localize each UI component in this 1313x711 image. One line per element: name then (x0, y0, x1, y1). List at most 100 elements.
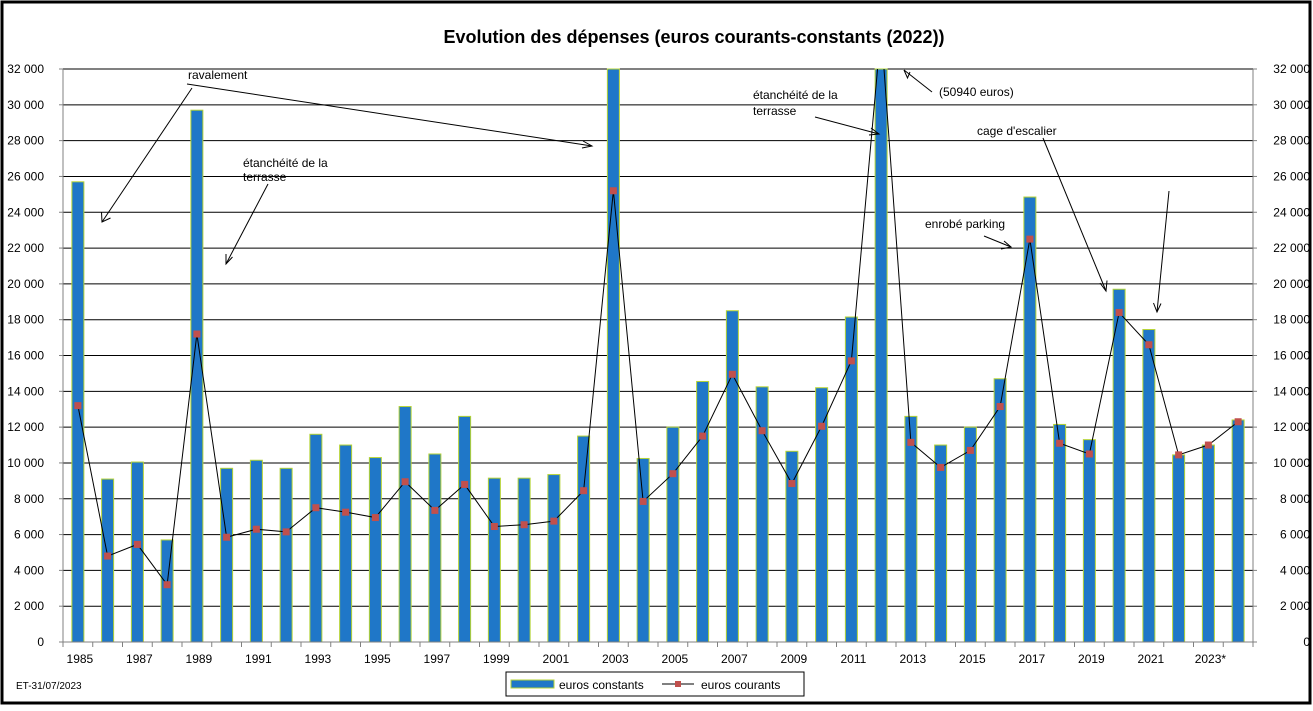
x-tick-label: 1997 (424, 652, 451, 666)
y-tick-label-right: 10 000 (1273, 456, 1310, 470)
bar-euros-constants (577, 435, 591, 643)
marker-euros-courants (699, 432, 707, 440)
x-tick-label: 2009 (781, 652, 808, 666)
y-tick-label-right: 8 000 (1280, 492, 1310, 506)
bar-euros-constants (339, 444, 353, 643)
bar-euros-constants (1142, 329, 1156, 643)
axis-layer: 0 0 2 000 2 000 4 000 4 000 6 000 6 000 8 000 8 0… (7, 62, 1310, 666)
bar-euros-constants (785, 450, 799, 643)
bar-euros-constants (160, 539, 174, 643)
bar-euros-constants (517, 477, 531, 643)
marker-euros-courants (401, 478, 409, 486)
bar-euros-constants (1082, 439, 1096, 643)
annotation-enrobe-parking-line-1: enrobé parking (925, 217, 1005, 231)
marker-euros-courants (1204, 441, 1212, 449)
annotation-cage-escalier-line-1: cage d'escalier (977, 124, 1057, 138)
legend-label-euros-constants: euros constants (559, 678, 644, 692)
marker-euros-courants (520, 521, 528, 529)
annotation-enrobe-parking: enrobé parking (925, 217, 1005, 231)
annotation-etancheite-1989-line-1: étanchéité de la (243, 156, 328, 170)
marker-euros-courants (312, 504, 320, 512)
arrow-50940-from-label (903, 69, 933, 93)
y-tick-label-right: 22 000 (1273, 241, 1310, 255)
y-tick-label-right: 32 000 (1273, 62, 1310, 76)
marker-euros-courants (937, 463, 945, 471)
y-tick-label-left: 24 000 (7, 205, 44, 219)
marker-euros-courants (818, 422, 826, 430)
y-tick-label-left: 2 000 (14, 599, 44, 613)
bar-euros-constants (696, 380, 710, 643)
y-tick-label-right: 4 000 (1280, 563, 1310, 577)
marker-euros-courants (282, 528, 290, 536)
annotation-etancheite-2012: étanchéité de la terrasse (753, 88, 841, 118)
arrow-cage-escalier-to-2020 (1042, 137, 1107, 292)
y-tick-label-right: 16 000 (1273, 349, 1310, 363)
marker-euros-courants (461, 480, 469, 488)
marker-euros-courants (1145, 341, 1153, 349)
marker-euros-courants (74, 402, 82, 410)
marker-euros-courants (223, 533, 231, 541)
legend-label-euros-courants: euros courants (701, 678, 780, 692)
bar-euros-constants (1053, 423, 1067, 643)
bar-euros-constants (755, 386, 769, 643)
x-tick-label: 2005 (662, 652, 689, 666)
bar-euros-constants (1201, 444, 1215, 643)
y-tick-label-left: 16 000 (7, 349, 44, 363)
marker-euros-courants (133, 540, 141, 548)
marker-euros-courants (788, 480, 796, 488)
annotation-ravalement: ravalement (188, 68, 248, 82)
x-tick-label: 2007 (721, 652, 748, 666)
legend-box (505, 671, 805, 697)
bar-euros-constants (844, 316, 858, 643)
bar-euros-constants (101, 478, 115, 643)
y-tick-label-right: 2 000 (1280, 599, 1310, 613)
x-tick-label: 2003 (602, 652, 629, 666)
y-tick-label-left: 14 000 (7, 384, 44, 398)
marker-euros-courants (966, 446, 974, 454)
y-tick-label-right: 18 000 (1273, 313, 1310, 327)
x-tick-label: 2013 (900, 652, 927, 666)
marker-euros-courants (163, 581, 171, 589)
arrow-enrobe-parking-head (1000, 240, 1013, 250)
marker-euros-courants (847, 357, 855, 365)
y-tick-label-left: 4 000 (14, 563, 44, 577)
x-tick-label: 2017 (1019, 652, 1046, 666)
marker-euros-courants (609, 187, 617, 195)
x-tick-label: 1999 (483, 652, 510, 666)
arrow-to-2021 (1156, 190, 1170, 313)
marker-euros-courants (907, 438, 915, 446)
arrow-etancheite-to-1990 (225, 183, 269, 265)
x-tick-label: 2019 (1078, 652, 1105, 666)
arrow-etancheite-to-1990-head (225, 254, 233, 266)
chart-title: Evolution des dépenses (euros courants-c… (443, 27, 944, 47)
bar-euros-constants (1112, 288, 1126, 643)
x-tick-label: 1985 (67, 652, 94, 666)
annotation-etancheite-2012-line-1: étanchéité de la (753, 88, 838, 102)
arrow-cage-escalier-to-2020-head (1099, 280, 1108, 293)
annotation-50940-euros: (50940 euros) (939, 85, 1014, 99)
y-tick-label-left: 26 000 (7, 169, 44, 183)
marker-euros-courants (639, 497, 647, 505)
marker-euros-courants (1175, 451, 1183, 459)
marker-euros-courants (758, 427, 766, 435)
bar-euros-constants (725, 310, 739, 643)
bar-euros-constants (934, 444, 948, 643)
marker-euros-courants (728, 370, 736, 378)
bar-euros-constants (547, 474, 561, 643)
arrow-enrobe-parking-to-2017 (983, 235, 1012, 248)
marker-euros-courants (1026, 235, 1034, 243)
y-tick-label-right: 30 000 (1273, 98, 1310, 112)
annotation-layer: ravalement étanchéité de la terrasse éta… (101, 68, 1170, 314)
marker-euros-courants (996, 403, 1004, 411)
marker-euros-courants (550, 517, 558, 525)
x-tick-label: 1993 (305, 652, 332, 666)
y-tick-label-right: 26 000 (1273, 169, 1310, 183)
y-tick-label-left: 30 000 (7, 98, 44, 112)
y-tick-label-left: 12 000 (7, 420, 44, 434)
bar-euros-constants (874, 68, 888, 643)
marker-euros-courants (104, 552, 112, 560)
marker-euros-courants (371, 514, 379, 522)
y-tick-label-left: 8 000 (14, 492, 44, 506)
x-tick-label: 1987 (126, 652, 153, 666)
